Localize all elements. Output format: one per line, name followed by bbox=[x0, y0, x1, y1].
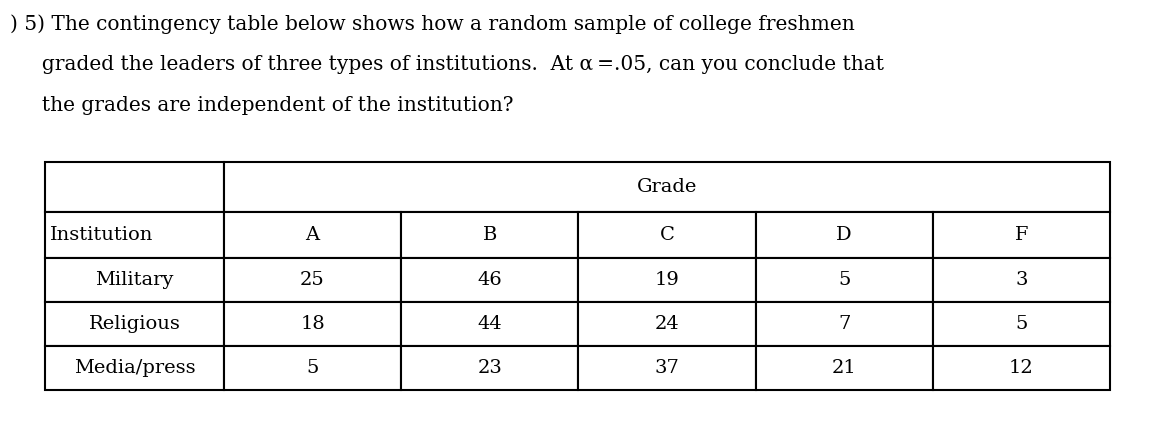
Text: Military: Military bbox=[96, 271, 174, 289]
Text: 37: 37 bbox=[654, 359, 680, 377]
Text: ) 5) The contingency table below shows how a random sample of college freshmen: ) 5) The contingency table below shows h… bbox=[10, 14, 855, 33]
Bar bbox=[401, 258, 578, 302]
Bar bbox=[578, 346, 756, 390]
Bar bbox=[756, 302, 933, 346]
Bar bbox=[401, 212, 578, 258]
Bar bbox=[578, 258, 756, 302]
Text: 44: 44 bbox=[477, 315, 502, 333]
Text: 19: 19 bbox=[654, 271, 680, 289]
Text: 18: 18 bbox=[301, 315, 325, 333]
Bar bbox=[223, 302, 401, 346]
Bar bbox=[578, 212, 756, 258]
Text: B: B bbox=[483, 226, 497, 244]
Bar bbox=[223, 212, 401, 258]
Text: Grade: Grade bbox=[637, 178, 697, 196]
Bar bbox=[756, 258, 933, 302]
Text: 3: 3 bbox=[1015, 271, 1028, 289]
Bar bbox=[756, 346, 933, 390]
Bar bbox=[933, 346, 1111, 390]
Text: the grades are independent of the institution?: the grades are independent of the instit… bbox=[10, 96, 514, 115]
Bar bbox=[401, 302, 578, 346]
Bar bbox=[401, 346, 578, 390]
Bar bbox=[45, 302, 223, 346]
Text: D: D bbox=[836, 226, 852, 244]
Text: Religious: Religious bbox=[89, 315, 181, 333]
Text: C: C bbox=[660, 226, 674, 244]
Bar bbox=[45, 212, 223, 258]
Bar bbox=[578, 302, 756, 346]
Text: 7: 7 bbox=[838, 315, 850, 333]
Bar bbox=[45, 346, 223, 390]
Text: 21: 21 bbox=[832, 359, 857, 377]
Bar bbox=[223, 346, 401, 390]
Bar bbox=[223, 258, 401, 302]
Bar bbox=[45, 258, 223, 302]
Text: 46: 46 bbox=[477, 271, 502, 289]
Text: graded the leaders of three types of institutions.  At α =.05, can you conclude : graded the leaders of three types of ins… bbox=[10, 55, 884, 74]
Bar bbox=[223, 162, 1111, 212]
Text: 25: 25 bbox=[301, 271, 325, 289]
Text: A: A bbox=[305, 226, 319, 244]
Text: 24: 24 bbox=[654, 315, 680, 333]
Text: Media/press: Media/press bbox=[74, 359, 196, 377]
Text: 5: 5 bbox=[306, 359, 319, 377]
Text: F: F bbox=[1015, 226, 1028, 244]
Bar bbox=[933, 258, 1111, 302]
Text: 12: 12 bbox=[1009, 359, 1033, 377]
Bar bbox=[756, 212, 933, 258]
Bar bbox=[933, 212, 1111, 258]
Text: 5: 5 bbox=[838, 271, 850, 289]
Text: Institution: Institution bbox=[50, 226, 153, 244]
Bar bbox=[933, 302, 1111, 346]
Text: 23: 23 bbox=[477, 359, 502, 377]
Bar bbox=[45, 162, 223, 212]
Text: 5: 5 bbox=[1015, 315, 1028, 333]
